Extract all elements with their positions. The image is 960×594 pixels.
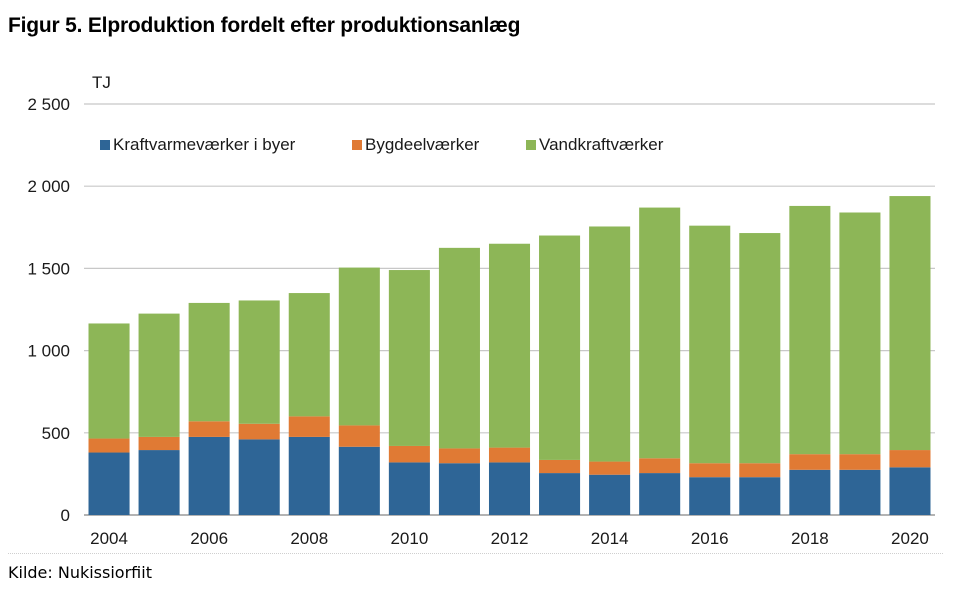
- bar-segment: [138, 313, 180, 437]
- y-axis-unit-label: TJ: [92, 73, 111, 92]
- bar-segment: [539, 459, 581, 474]
- bar-segment: [889, 467, 931, 515]
- bar-segment: [288, 436, 330, 515]
- bar-segment: [839, 469, 881, 515]
- bar-segment: [438, 247, 480, 449]
- bar-segment: [288, 293, 330, 417]
- bar-segment: [689, 225, 731, 464]
- x-tick-label: 2006: [190, 529, 228, 548]
- bar-segment: [589, 461, 631, 475]
- x-tick-label: 2004: [90, 529, 128, 548]
- legend-label: Kraftvarmeværker i byer: [113, 135, 296, 154]
- bar-segment: [88, 323, 130, 439]
- bar-segment: [388, 445, 430, 463]
- legend-label: Vandkraftværker: [539, 135, 664, 154]
- bar-segment: [739, 233, 781, 464]
- x-tick-label: 2020: [891, 529, 929, 548]
- bar-segment: [689, 477, 731, 515]
- bar-segment: [789, 205, 831, 455]
- legend-swatch: [100, 140, 110, 150]
- x-tick-label: 2008: [290, 529, 328, 548]
- x-tick-labels: 2004 2006 2008 2010 2012 2014 2016 2018 2020: [90, 529, 929, 548]
- bar-segment: [338, 267, 380, 426]
- y-tick-label: 1 500: [27, 259, 70, 278]
- bar-segment: [338, 446, 380, 515]
- bar-segment: [438, 463, 480, 515]
- bar-segment: [539, 473, 581, 515]
- bar-segment: [639, 458, 681, 474]
- bar-segment: [238, 439, 280, 515]
- bar-segment: [188, 302, 230, 422]
- legend: Kraftvarmeværker i byer Bygdeelværker Vand…: [100, 135, 664, 154]
- x-tick-label: 2010: [390, 529, 428, 548]
- figure-title: Figur 5. Elproduktion fordelt efter prod…: [8, 14, 521, 37]
- bar-segment: [388, 270, 430, 446]
- bar-segment: [188, 421, 230, 437]
- bar-segment: [889, 450, 931, 468]
- bar-segment: [839, 212, 881, 455]
- bar-segment: [238, 423, 280, 440]
- bar-segment: [689, 463, 731, 478]
- legend-label: Bygdeelværker: [365, 135, 480, 154]
- bar-segment: [789, 469, 831, 515]
- bars: [88, 196, 931, 515]
- bar-segment: [539, 235, 581, 460]
- bar-segment: [138, 450, 180, 515]
- bar-segment: [88, 438, 130, 453]
- bar-segment: [789, 454, 831, 470]
- bar-segment: [288, 416, 330, 437]
- bar-segment: [889, 196, 931, 451]
- y-tick-label: 2 000: [27, 177, 70, 196]
- bar-segment: [238, 300, 280, 424]
- legend-swatch: [352, 140, 362, 150]
- bar-segment: [589, 474, 631, 515]
- bar-segment: [839, 454, 881, 470]
- bar-segment: [639, 473, 681, 515]
- x-tick-label: 2016: [691, 529, 729, 548]
- bar-segment: [338, 425, 380, 447]
- bar-segment: [739, 477, 781, 515]
- x-tick-label: 2012: [491, 529, 529, 548]
- bar-segment: [388, 462, 430, 515]
- x-tick-label: 2018: [791, 529, 829, 548]
- bar-segment: [739, 463, 781, 478]
- bar-segment: [488, 447, 531, 463]
- bar-segment: [438, 448, 480, 464]
- bar-segment: [488, 462, 531, 515]
- bar-segment: [488, 243, 531, 448]
- y-tick-label: 0: [61, 506, 70, 525]
- x-tick-label: 2014: [591, 529, 629, 548]
- y-tick-label: 500: [42, 424, 70, 443]
- bar-segment: [639, 207, 681, 459]
- bar-segment: [138, 436, 180, 451]
- y-tick-labels: 0 500 1 000 1 500 2 000 2 500: [27, 95, 70, 525]
- bar-segment: [589, 226, 631, 462]
- bar-segment: [88, 452, 130, 515]
- y-tick-label: 1 000: [27, 342, 70, 361]
- legend-swatch: [526, 140, 536, 150]
- source-note: Kilde: Nukissiorfiit: [8, 563, 152, 582]
- bar-segment: [188, 436, 230, 515]
- y-tick-label: 2 500: [27, 95, 70, 114]
- source-separator: [8, 553, 943, 554]
